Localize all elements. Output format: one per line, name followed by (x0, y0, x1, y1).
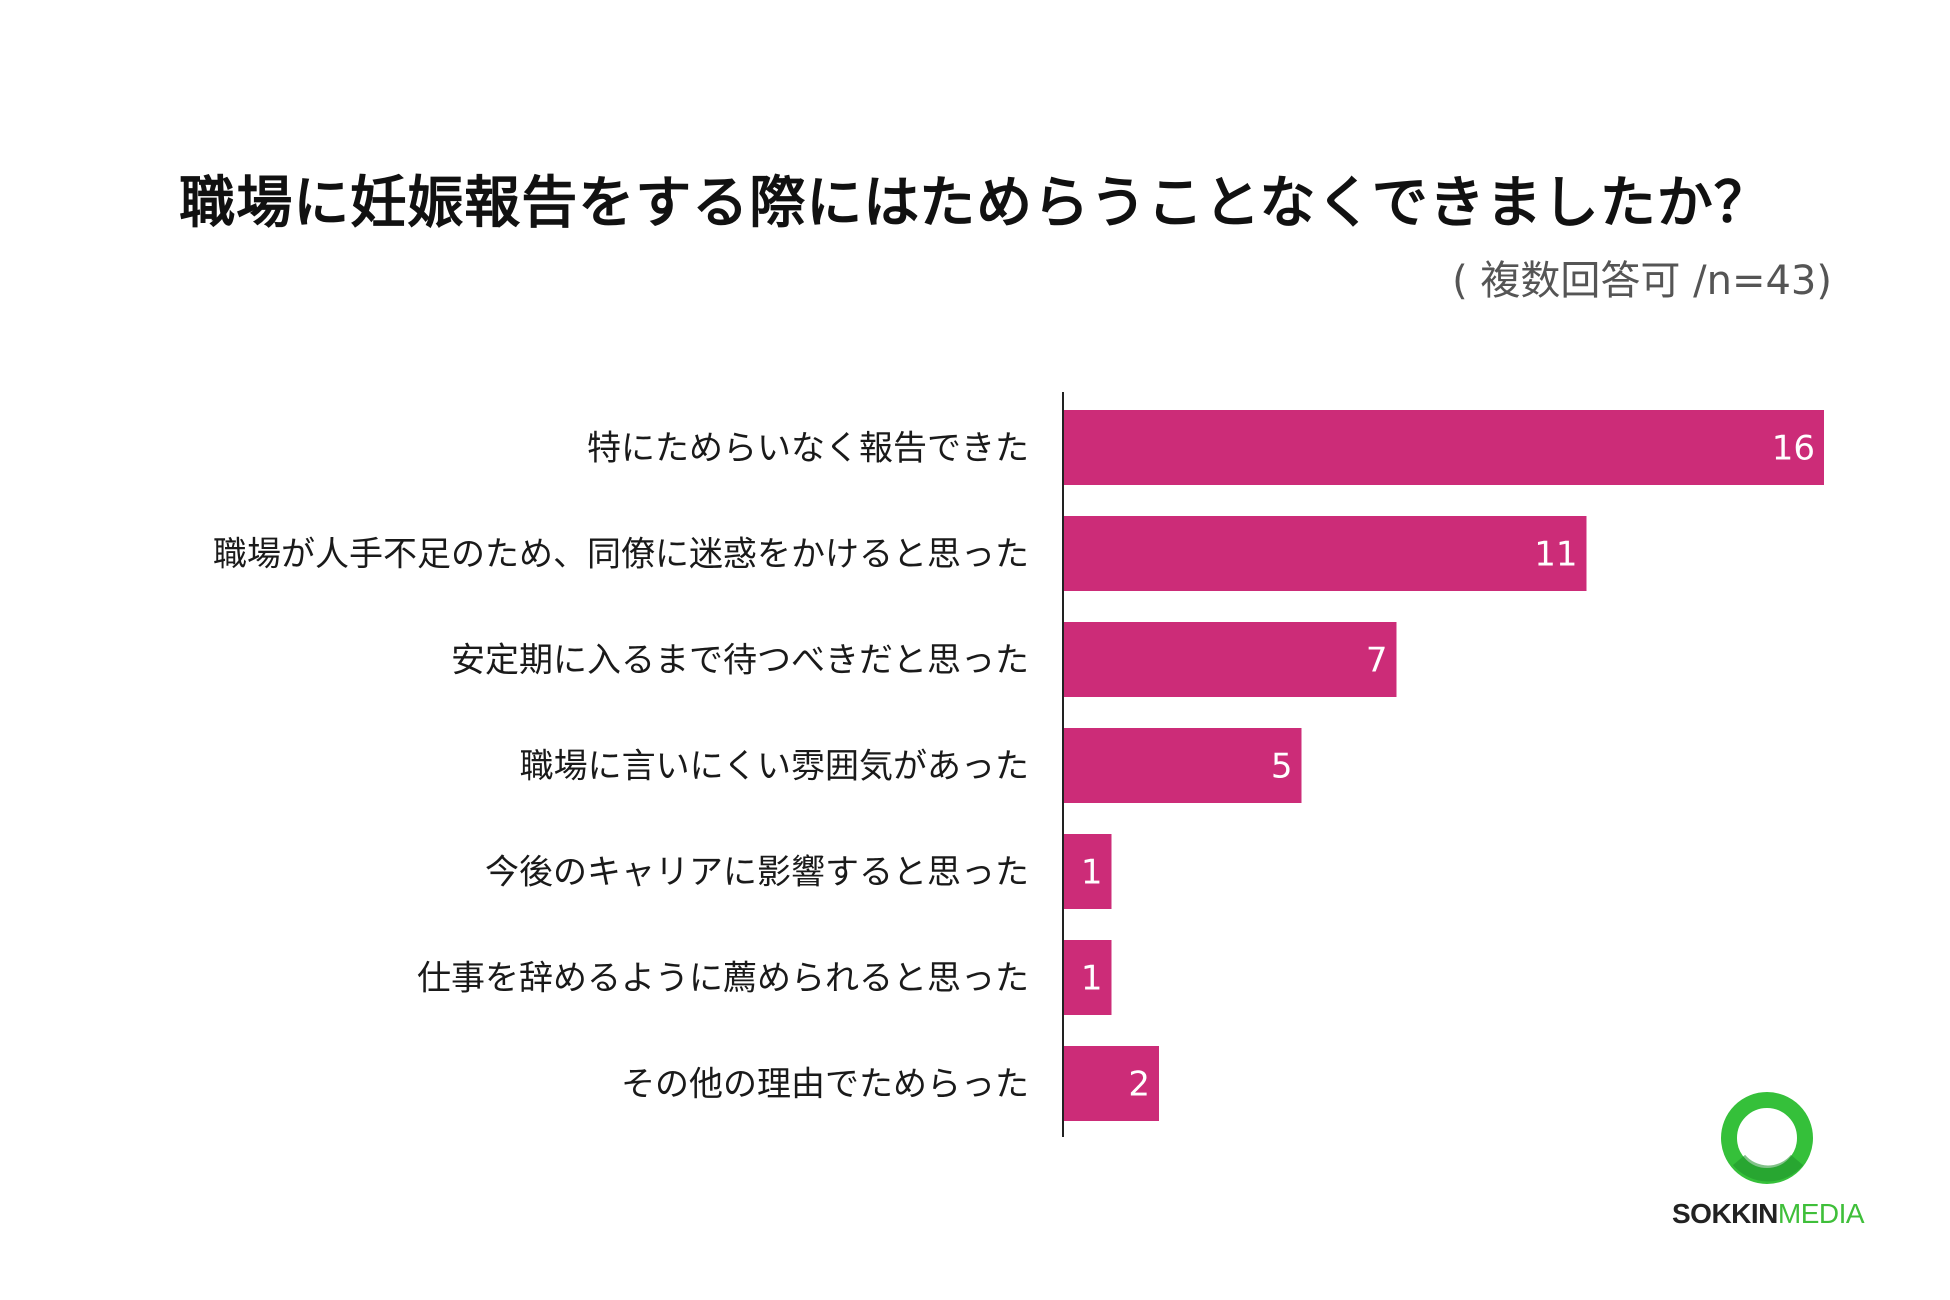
bar (1064, 622, 1397, 697)
bar (1064, 834, 1112, 909)
logo-text-media: MEDIA (1777, 1198, 1865, 1229)
bar (1064, 728, 1302, 803)
bar (1064, 410, 1824, 485)
bar (1064, 1046, 1159, 1121)
category-label: 安定期に入るまで待つべきだと思った (451, 641, 1029, 681)
logo-ring-icon (1721, 1092, 1813, 1184)
category-label: 職場に言いにくい雰囲気があった (520, 747, 1029, 787)
value-label: 1 (1081, 853, 1103, 893)
logo-text: SOKKINMEDIA (1672, 1198, 1865, 1230)
value-label: 1 (1081, 959, 1103, 999)
logo-text-sokkin: SOKKIN (1672, 1198, 1778, 1229)
value-label: 16 (1772, 429, 1815, 469)
category-label: 仕事を辞めるように薦められると思った (417, 959, 1029, 999)
chart-title: 職場に妊娠報告をする際にはためらうことなくできましたか？ (179, 171, 1771, 236)
category-label: 今後のキャリアに影響すると思った (485, 853, 1029, 893)
value-label: 2 (1128, 1065, 1150, 1105)
value-label: 5 (1271, 747, 1293, 787)
category-label: その他の理由でためらった (621, 1065, 1029, 1105)
sokkin-media-logo: SOKKINMEDIA (1672, 1090, 1865, 1240)
category-label: 職場が人手不足のため、同僚に迷惑をかけると思った (213, 535, 1029, 575)
value-label: 11 (1534, 535, 1577, 575)
category-label: 特にためらいなく報告できた (587, 429, 1029, 469)
bar (1064, 940, 1112, 1015)
chart-subtitle: ( 複数回答可 /n=43) (1452, 258, 1832, 304)
bar (1064, 516, 1587, 591)
value-label: 7 (1366, 641, 1388, 681)
